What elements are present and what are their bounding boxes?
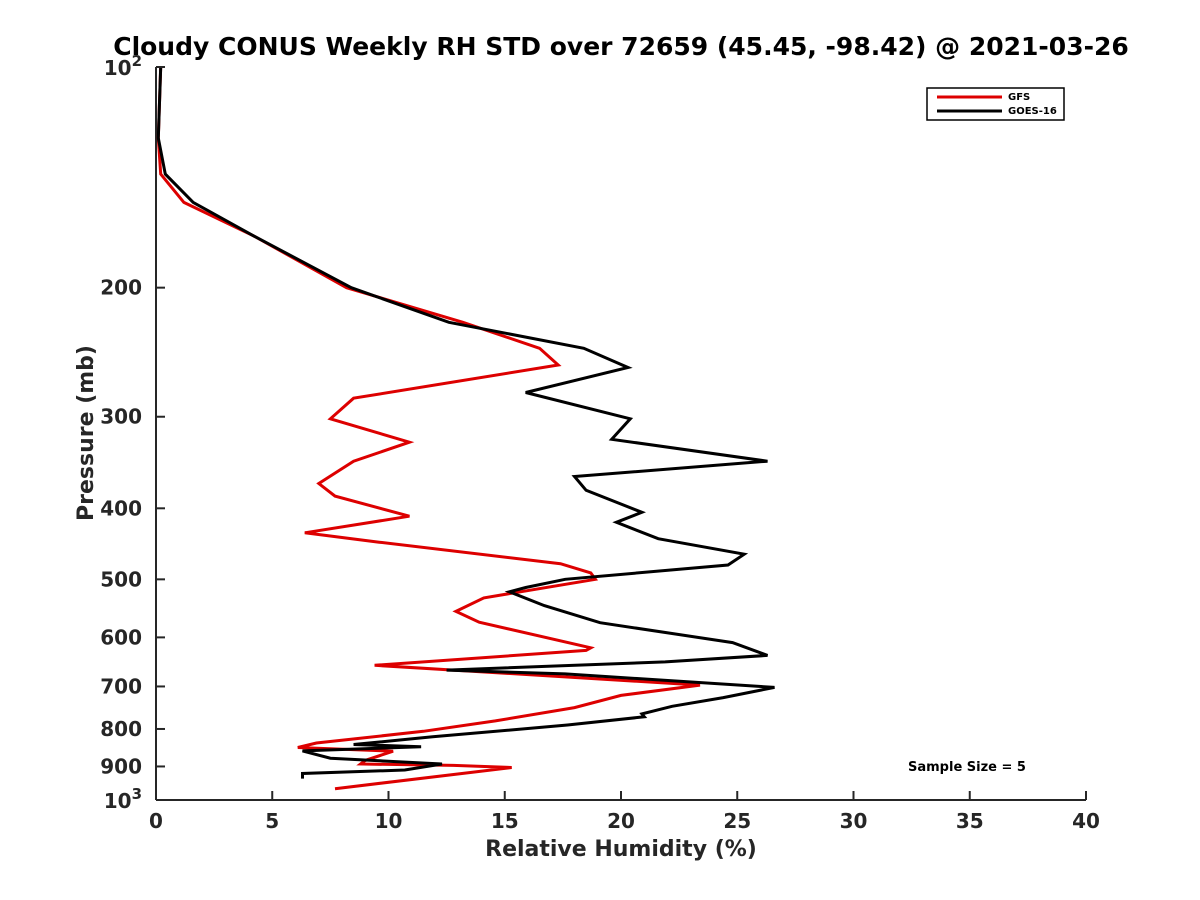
series-layer (156, 66, 775, 791)
x-tick-label: 40 (1072, 809, 1100, 833)
legend-label-goes16: GOES-16 (1008, 106, 1057, 117)
y-tick-label: 400 (100, 496, 142, 520)
x-axis-label: Relative Humidity (%) (485, 837, 757, 862)
series-line-goes16 (156, 66, 775, 779)
legend-box (926, 87, 1065, 121)
x-tick-label: 30 (840, 809, 868, 833)
sample-size-annotation: Sample Size = 5 (908, 760, 1026, 775)
x-axis-ticks: 0 5 10 15 20 25 30 35 40 (149, 791, 1100, 833)
x-tick-label: 0 (149, 809, 163, 833)
y-axis-ticks: 102 200 300 400 500 600 700 800 900 103 (100, 52, 165, 813)
x-tick-label: 25 (723, 809, 751, 833)
x-tick-label: 35 (956, 809, 984, 833)
y-tick-label: 102 (104, 52, 142, 80)
y-tick-label: 500 (100, 567, 142, 591)
x-tick-label: 20 (607, 809, 635, 833)
y-axis-label: Pressure (mb) (74, 345, 99, 521)
y-tick-label: 103 (104, 785, 142, 813)
y-tick-label: 900 (100, 754, 142, 778)
legend-label-gfs: GFS (1008, 92, 1030, 103)
series-line-gfs (156, 66, 701, 791)
y-tick-label: 300 (100, 405, 142, 429)
x-tick-label: 10 (375, 809, 403, 833)
x-tick-label: 15 (491, 809, 519, 833)
y-tick-label: 200 (100, 276, 142, 300)
plot-axes (155, 67, 1086, 801)
y-tick-label: 800 (100, 717, 142, 741)
x-tick-label: 5 (265, 809, 279, 833)
chart-title: Cloudy CONUS Weekly RH STD over 72659 (4… (113, 32, 1129, 61)
legend: GFS GOES-16 (926, 87, 1065, 121)
y-tick-label: 700 (100, 674, 142, 698)
y-tick-label: 600 (100, 625, 142, 649)
